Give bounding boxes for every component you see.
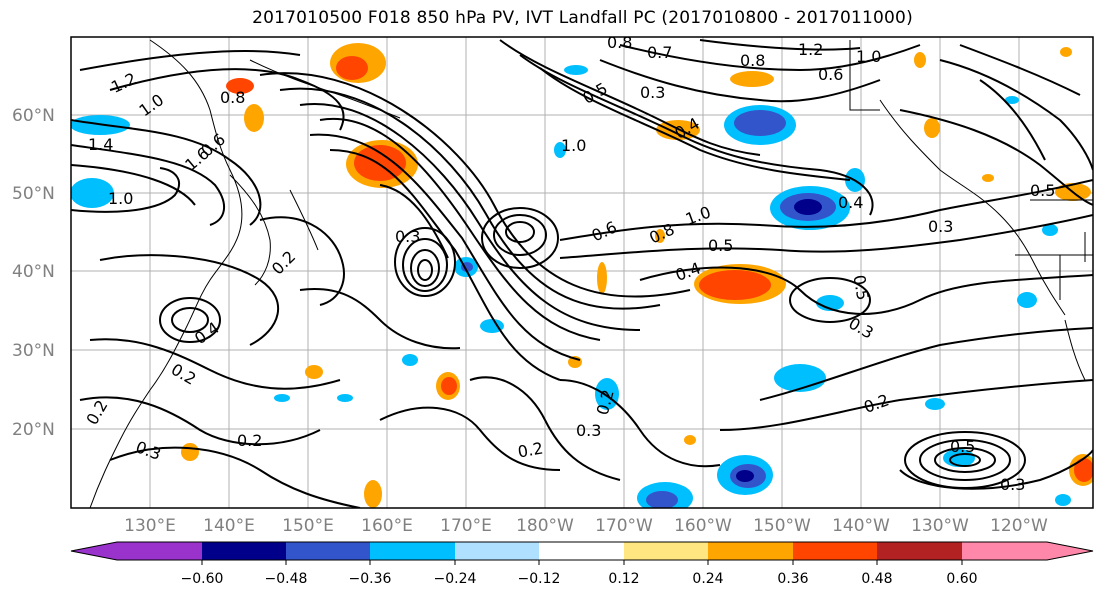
colorbar-swatch: [962, 542, 1048, 560]
map-frame: [70, 36, 1094, 509]
colorbar-tick-label: −0.12: [518, 571, 561, 587]
colorbar-swatch: [370, 542, 456, 560]
colorbar-tick-label: −0.36: [349, 571, 392, 587]
lon-label: 170°E: [440, 516, 492, 536]
colorbar-tick-label: 0.60: [946, 571, 977, 587]
lat-label: 50°N: [12, 184, 55, 204]
colorbar-swatch: [202, 542, 287, 560]
colorbar-swatch: [877, 542, 963, 560]
lon-label: 150°W: [753, 516, 811, 536]
lon-label: 120°W: [990, 516, 1048, 536]
lon-label: 130°W: [911, 516, 969, 536]
contour-label: 0.3: [928, 217, 953, 236]
map-title: 2017010500 F018 850 hPa PV, IVT Landfall…: [252, 8, 913, 28]
contour-label: 0.3: [1000, 475, 1025, 494]
colorbar-swatch: [539, 542, 625, 560]
lon-label: 140°E: [203, 516, 255, 536]
colorbar-tick-label: 0.36: [777, 571, 808, 587]
contour-label: 0.5: [849, 273, 872, 301]
contour-label: 0.5: [1030, 181, 1055, 200]
lat-label: 60°N: [12, 106, 55, 126]
colorbar-ticks: [201, 560, 963, 565]
contour-label: 0.5: [950, 437, 975, 456]
contour-label: 1.0: [561, 136, 586, 155]
contour-label: 0.8: [220, 88, 245, 107]
lon-label: 170°W: [595, 516, 653, 536]
lon-label: 160°W: [674, 516, 732, 536]
coastlines: [89, 39, 1093, 508]
contour-label: 0.8: [740, 51, 765, 70]
lon-label: 180°W: [516, 516, 574, 536]
contour-label: 0.3: [395, 227, 420, 246]
contour-label: 0.7: [647, 43, 672, 62]
lat-label: 30°N: [12, 341, 55, 361]
contour-label: 0.4: [838, 193, 863, 212]
contour-label: 0.5: [708, 236, 733, 255]
colorbar-swatch: [117, 542, 203, 560]
colorbar-swatch: [71, 542, 117, 560]
lat-label: 40°N: [12, 262, 55, 282]
contour-label: 0.8: [607, 33, 632, 52]
colorbar-swatch: [286, 542, 371, 560]
contour-label: 1.0: [108, 189, 133, 208]
colorbar-swatch: [708, 542, 794, 560]
lat-label: 20°N: [12, 420, 55, 440]
colorbar-tick-label: −0.48: [265, 571, 308, 587]
lon-label: 130°E: [124, 516, 176, 536]
lon-label: 150°E: [282, 516, 334, 536]
contour-label: 1.0: [856, 47, 881, 66]
lon-label: 140°W: [832, 516, 890, 536]
colorbar-swatch: [455, 542, 540, 560]
pv-contours: [71, 39, 1093, 508]
contour-label: 0.2: [237, 431, 262, 450]
colorbar-outline: [70, 541, 1094, 561]
contour-label: 0.6: [818, 65, 843, 84]
colorbar-swatch: [624, 542, 709, 560]
contour-label: 1.4: [88, 135, 113, 154]
longitude-labels: 130°E 140°E 150°E 160°E 170°E 180°W 170°…: [124, 516, 1048, 536]
latitude-labels: 60°N 50°N 40°N 30°N 20°N: [12, 106, 55, 440]
contour-label: 0.3: [576, 421, 601, 440]
contour-label: 0.3: [640, 83, 665, 102]
colorbar-swatch: [793, 542, 878, 560]
colorbar-tick-label: 0.24: [692, 571, 723, 587]
colorbar-tick-label: −0.24: [434, 571, 477, 587]
lon-label: 160°E: [361, 516, 413, 536]
colorbar-tick-label: 0.12: [608, 571, 639, 587]
colorbar-tick-label: 0.48: [861, 571, 892, 587]
contour-labels: 1.2 0.8 1.0 1.4 0.6 1.6 1.0 0.2 0.4 0.3 …: [82, 33, 1055, 494]
colorbar-tick-label: −0.60: [181, 571, 224, 587]
colorbar-swatch: [1047, 542, 1093, 560]
contour-label: 0.2: [516, 438, 544, 461]
colorbar: −0.60 −0.48 −0.36 −0.24 −0.12 0.12 0.24 …: [70, 541, 1094, 587]
contour-label: 1.2: [798, 40, 823, 59]
